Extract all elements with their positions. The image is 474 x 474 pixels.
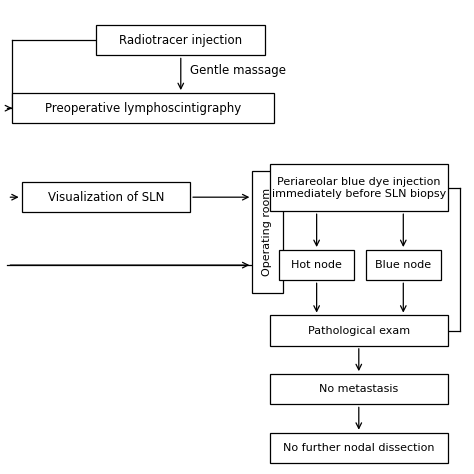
FancyBboxPatch shape — [270, 164, 448, 211]
FancyBboxPatch shape — [12, 93, 274, 123]
FancyBboxPatch shape — [270, 316, 448, 346]
Text: Operating room: Operating room — [263, 188, 273, 276]
FancyBboxPatch shape — [252, 172, 283, 293]
FancyBboxPatch shape — [270, 374, 448, 404]
Text: Pathological exam: Pathological exam — [308, 326, 410, 336]
Text: Visualization of SLN: Visualization of SLN — [48, 191, 164, 204]
Text: No further nodal dissection: No further nodal dissection — [283, 443, 435, 453]
Text: Radiotracer injection: Radiotracer injection — [119, 34, 242, 47]
Text: Blue node: Blue node — [375, 260, 431, 270]
FancyBboxPatch shape — [21, 182, 190, 212]
FancyBboxPatch shape — [366, 250, 441, 280]
Text: No metastasis: No metastasis — [319, 384, 399, 394]
Text: Preoperative lymphoscintigraphy: Preoperative lymphoscintigraphy — [45, 102, 241, 115]
Text: Hot node: Hot node — [291, 260, 342, 270]
Text: Gentle massage: Gentle massage — [190, 64, 286, 77]
FancyBboxPatch shape — [97, 25, 265, 55]
FancyBboxPatch shape — [279, 250, 354, 280]
Text: Periareolar blue dye injection
immediately before SLN biopsy: Periareolar blue dye injection immediate… — [272, 177, 446, 199]
FancyBboxPatch shape — [270, 433, 448, 463]
